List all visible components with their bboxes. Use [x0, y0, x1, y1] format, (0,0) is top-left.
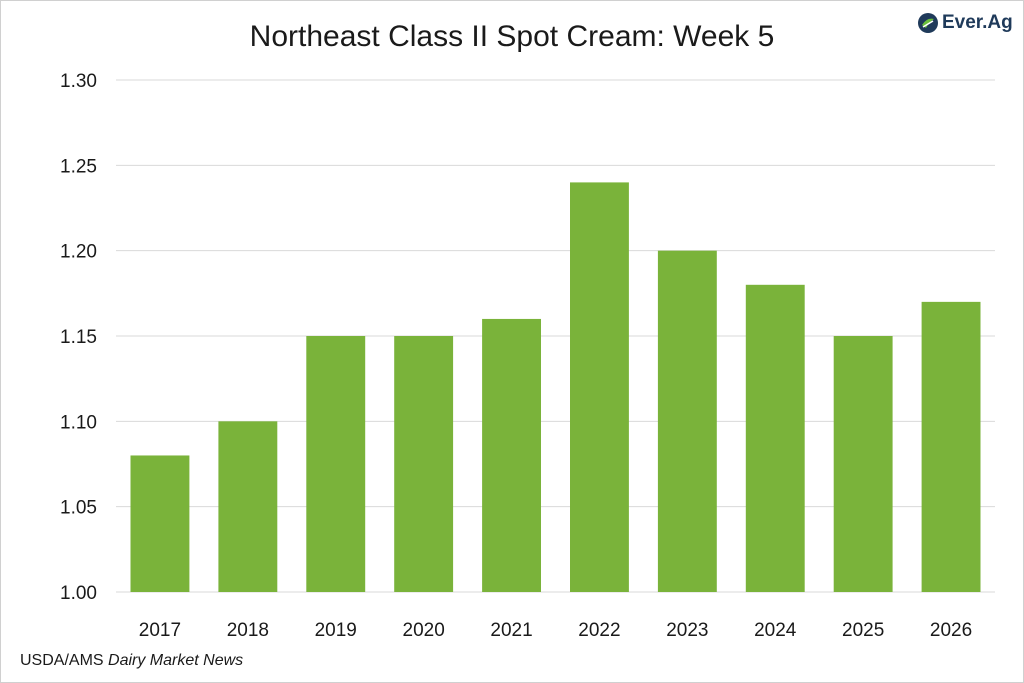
- y-tick-label: 1.00: [60, 583, 97, 604]
- x-tick-label-2018: 2018: [227, 620, 269, 641]
- x-tick-label-2022: 2022: [578, 620, 620, 641]
- logo-text: Ever.Ag: [942, 12, 1013, 33]
- x-tick-label-2021: 2021: [490, 620, 532, 641]
- bar-2020: [394, 336, 454, 592]
- bar-2018: [218, 421, 278, 592]
- x-tick-label-2024: 2024: [754, 620, 797, 641]
- y-tick-label: 1.05: [60, 498, 97, 519]
- bar-2023: [657, 250, 717, 592]
- y-tick-label: 1.20: [60, 242, 97, 263]
- y-tick-label: 1.25: [60, 156, 97, 177]
- x-tick-label-2026: 2026: [930, 620, 972, 641]
- bar-2024: [745, 284, 805, 592]
- source-note: USDA/AMS Dairy Market News: [20, 652, 243, 670]
- x-tick-label-2023: 2023: [666, 620, 708, 641]
- bar-2021: [482, 318, 541, 592]
- x-tick-label-2019: 2019: [315, 620, 357, 641]
- bar-2019: [306, 336, 366, 592]
- y-tick-label: 1.30: [60, 71, 97, 92]
- bar-2022: [570, 182, 629, 592]
- x-tick-label-2025: 2025: [842, 620, 884, 641]
- x-tick-label-2020: 2020: [403, 620, 445, 641]
- source-italic: Dairy Market News: [108, 652, 244, 669]
- bars: [130, 182, 981, 592]
- bar-2017: [130, 455, 190, 592]
- bar-2025: [833, 336, 893, 592]
- source-prefix: USDA/AMS: [20, 652, 109, 669]
- chart-title: Northeast Class II Spot Cream: Week 5: [249, 20, 775, 53]
- x-tick-label-2017: 2017: [139, 620, 181, 641]
- y-tick-label: 1.15: [60, 327, 97, 348]
- x-axis-tick-labels: 2017 2018 2019 2020 2021 2022 2023 2024 2025 2026: [139, 620, 972, 641]
- y-tick-label: 1.10: [60, 412, 97, 433]
- y-axis-tick-labels: 1.00 1.05 1.10 1.15 1.20 1.25 1.30: [60, 71, 97, 604]
- bar-2026: [921, 301, 981, 592]
- everag-logo-icon: [918, 13, 938, 33]
- everag-logo: Ever.Ag: [917, 12, 1013, 34]
